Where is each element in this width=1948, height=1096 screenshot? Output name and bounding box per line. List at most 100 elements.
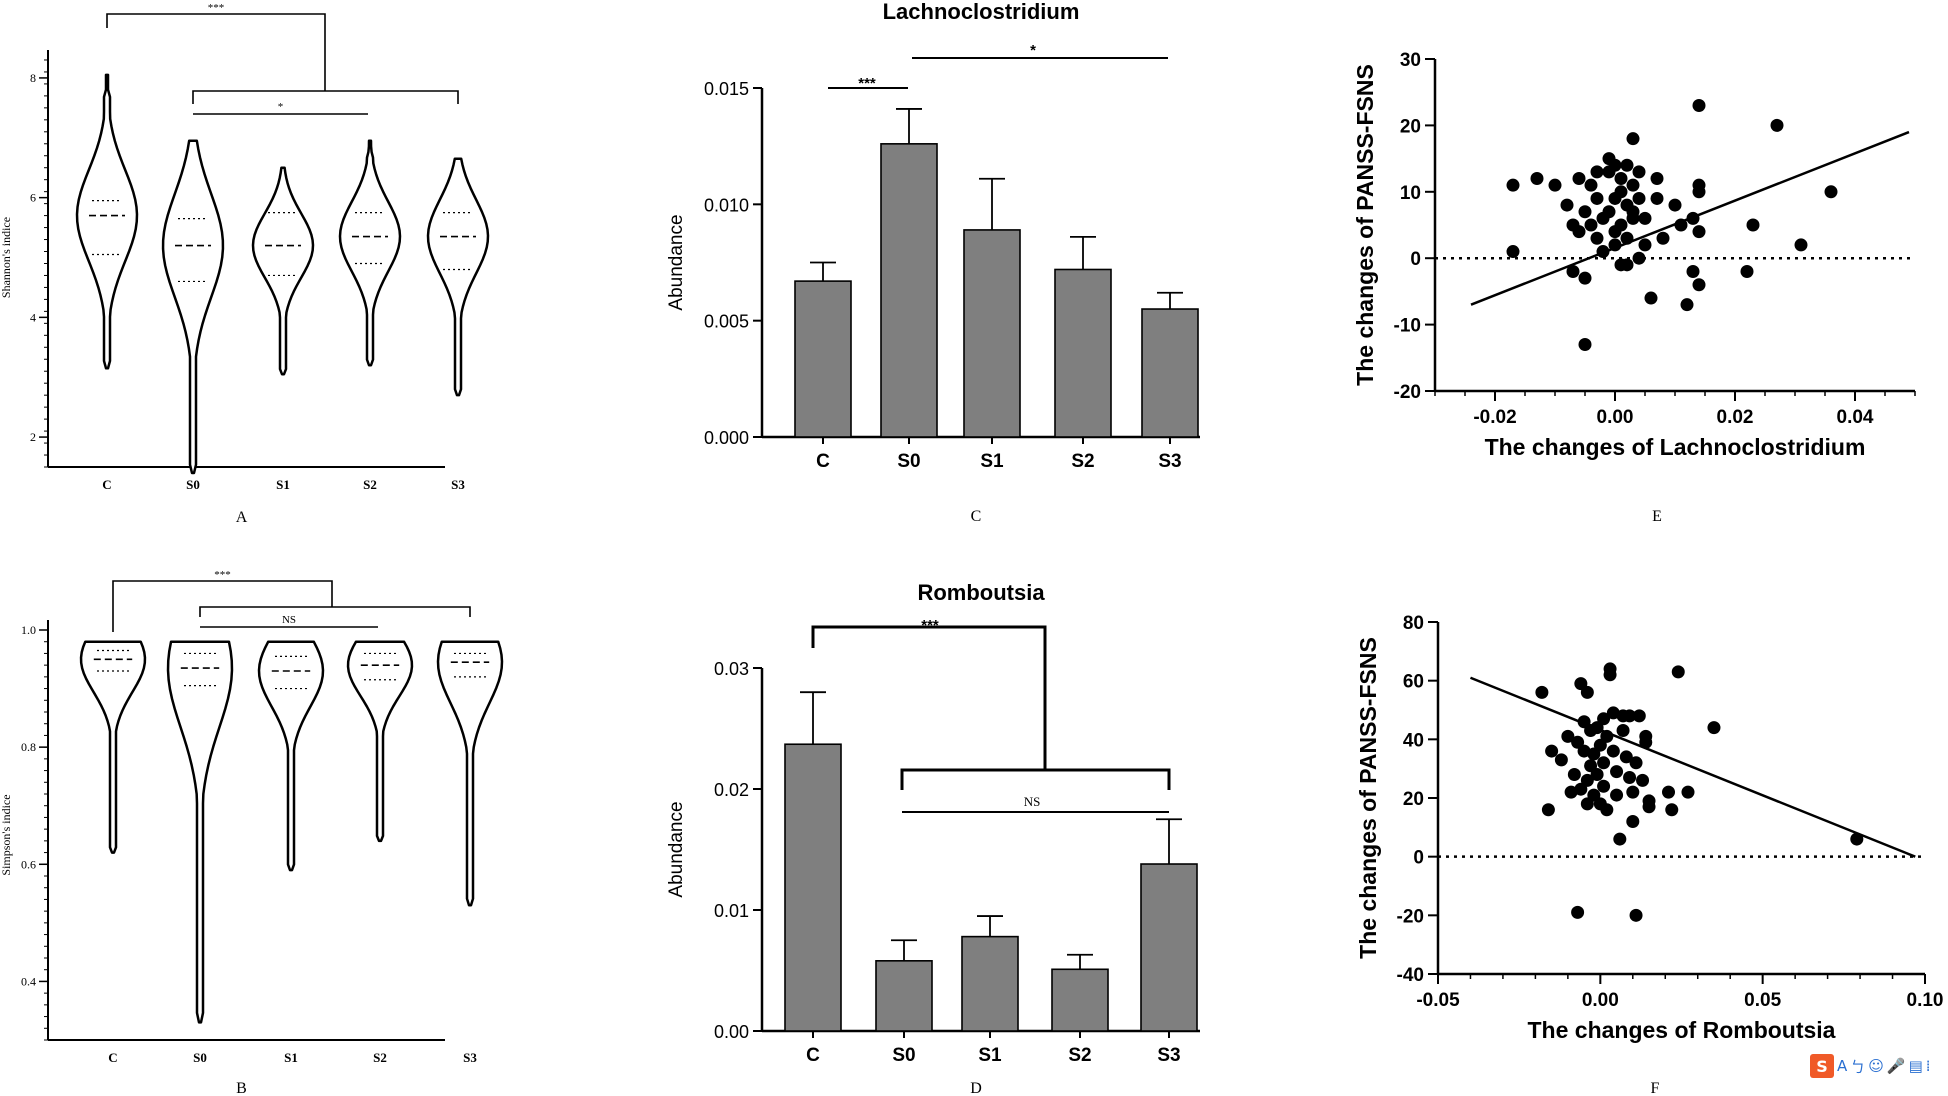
data-point (1580, 773, 1594, 787)
y-tick-label: 0.000 (704, 428, 749, 448)
panel-label: B (236, 1080, 247, 1096)
y-tick-label: 8 (30, 71, 36, 85)
x-tick-label: S1 (284, 1050, 298, 1065)
ime-emoji-icon[interactable]: ☺ (1868, 1057, 1884, 1075)
ime-letter-icon[interactable]: A (1837, 1057, 1848, 1075)
data-point (1638, 238, 1652, 252)
panel-B: 0.4 0.6 0.8 1.0 Simpson's indice C S0 S1 S2 S3 ***… (0, 569, 504, 1096)
data-point (1639, 735, 1653, 749)
y-tick-label: 0.4 (21, 974, 36, 988)
data-point (1626, 205, 1640, 219)
y-tick-label: 1.0 (21, 623, 36, 637)
data-point (1590, 231, 1604, 245)
panel-label: F (1651, 1080, 1660, 1096)
x-tick-label: C (816, 451, 830, 472)
violin-S1 (251, 166, 315, 376)
bar-C (784, 743, 842, 1032)
panel-label: E (1652, 508, 1662, 525)
bar-S3 (1141, 308, 1199, 438)
data-point (1597, 756, 1611, 770)
data-point (1656, 231, 1670, 245)
data-point (1665, 803, 1679, 817)
data-point (1619, 750, 1633, 764)
x-tick-label: 0.04 (1837, 407, 1874, 428)
x-tick-label: S0 (186, 477, 200, 492)
violin-S2 (346, 640, 414, 843)
violin-S2 (338, 139, 402, 367)
data-point (1623, 770, 1637, 784)
ime-keyboard-icon[interactable]: ▤ (1908, 1057, 1923, 1075)
data-point (1662, 785, 1676, 799)
y-axis-label: The changes of PANSS-FSNS (1355, 637, 1381, 959)
significance-bracket (112, 580, 333, 632)
data-point (1545, 744, 1559, 758)
y-tick-label: 0.02 (714, 780, 749, 800)
violin-S3 (426, 157, 490, 397)
y-tick-label: -20 (1394, 382, 1421, 403)
panel-label: C (971, 508, 982, 525)
data-point (1636, 773, 1650, 787)
x-tick-label: S3 (1158, 451, 1181, 472)
y-tick-label: 0.01 (714, 901, 749, 921)
data-point (1597, 779, 1611, 793)
violin-S0 (166, 640, 234, 1024)
x-tick-label: S3 (451, 477, 465, 492)
significance-label: NS (1024, 794, 1041, 809)
x-tick-label: S1 (980, 451, 1004, 472)
ime-microphone-icon[interactable]: 🎤 (1886, 1057, 1906, 1075)
significance-label: *** (921, 617, 939, 634)
data-point (1740, 264, 1754, 278)
data-point (1535, 685, 1549, 699)
data-point (1850, 832, 1864, 846)
data-point (1632, 191, 1646, 205)
data-point (1680, 298, 1694, 312)
data-point (1602, 205, 1616, 219)
data-point (1560, 198, 1574, 212)
data-point (1686, 211, 1700, 225)
data-point (1596, 245, 1610, 259)
data-point (1692, 178, 1706, 192)
y-tick-label: 80 (1403, 613, 1424, 634)
y-tick-label: 20 (1403, 789, 1424, 810)
bar-S2 (1051, 968, 1109, 1032)
significance-label: NS (282, 614, 296, 626)
panel-C: Lachnoclostridium 0.000 0.005 0.010 0.015 Abu… (666, 0, 1200, 525)
significance-label: * (278, 101, 284, 113)
data-point (1824, 185, 1838, 199)
significance-bracket (811, 625, 1047, 770)
bar-C (794, 280, 852, 438)
significance-label: *** (208, 2, 225, 14)
y-tick-label: 0.03 (714, 659, 749, 679)
data-point (1506, 178, 1520, 192)
data-point (1632, 709, 1646, 723)
data-point (1567, 768, 1581, 782)
data-point (1608, 158, 1622, 172)
ime-punctuation-icon[interactable]: ㄅ (1850, 1057, 1866, 1076)
panel-F: -0.05 0.00 0.05 0.10 -40 -20 0 20 40 60 80 The chan… (1355, 613, 1943, 1096)
data-point (1632, 251, 1646, 265)
data-point (1626, 785, 1640, 799)
ime-more-icon[interactable]: ⁞ (1925, 1057, 1931, 1075)
data-point (1626, 814, 1640, 828)
x-tick-label: 0.00 (1597, 407, 1634, 428)
y-tick-label: 60 (1403, 672, 1424, 693)
bar-S0 (880, 143, 938, 438)
data-point (1506, 245, 1520, 259)
x-axis-label: The changes of Lachnoclostridium (1485, 434, 1866, 460)
x-tick-label: S2 (1068, 1045, 1091, 1066)
data-point (1629, 908, 1643, 922)
data-point (1606, 744, 1620, 758)
data-point (1578, 205, 1592, 219)
data-point (1530, 172, 1544, 186)
ime-logo-icon[interactable]: S (1810, 1054, 1834, 1078)
data-point (1770, 118, 1784, 132)
ime-toolbar[interactable]: S A ㄅ ☺ 🎤 ▤ ⁞ (1810, 1053, 1931, 1079)
data-point (1626, 132, 1640, 146)
x-tick-label: S2 (363, 477, 377, 492)
data-point (1541, 803, 1555, 817)
y-tick-label: 0 (1413, 848, 1424, 869)
x-tick-label: S0 (193, 1050, 207, 1065)
y-tick-label: 0.015 (704, 79, 749, 99)
x-tick-label: -0.05 (1416, 990, 1460, 1011)
x-tick-label: 0.05 (1744, 990, 1781, 1011)
